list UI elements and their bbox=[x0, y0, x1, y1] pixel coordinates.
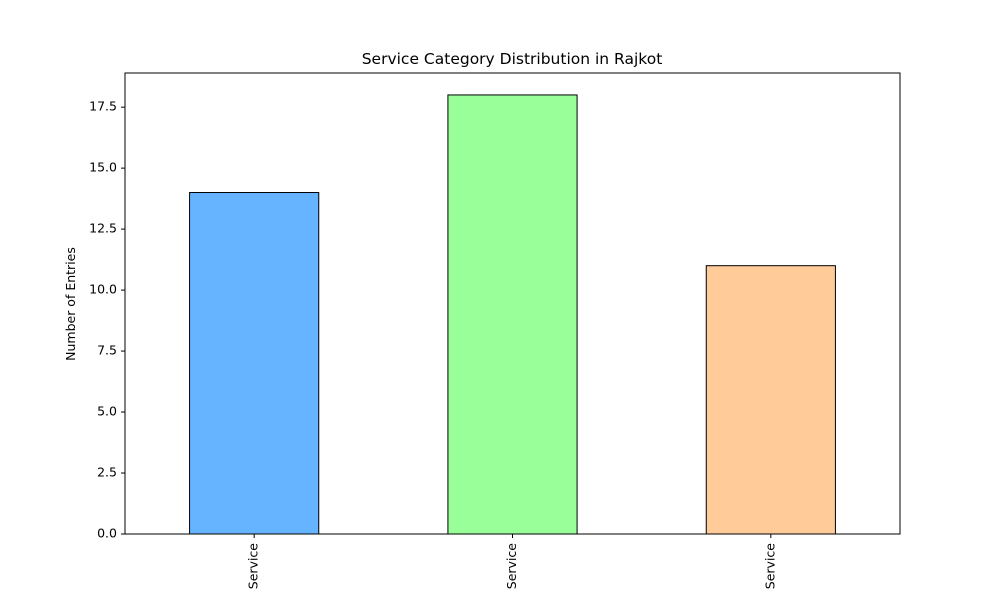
bar-3 bbox=[705, 265, 836, 535]
bar-2 bbox=[447, 94, 578, 535]
y-axis-ticks: 0.0 2.5 5.0 7.5 10.0 12.5 15.0 17.5 bbox=[89, 99, 125, 541]
chart-title: Service Category Distribution in Rajkot bbox=[362, 50, 663, 68]
x-tick-label-2: Service bbox=[504, 543, 519, 590]
y-tick-label-4: 7.5 bbox=[97, 343, 117, 358]
y-tick-label-3: 5.0 bbox=[97, 404, 117, 419]
y-axis-label: Number of Entries bbox=[63, 247, 78, 361]
bar-1 bbox=[189, 192, 320, 535]
bars-layer bbox=[189, 94, 836, 535]
x-axis-ticks: Service Service Service bbox=[246, 534, 777, 590]
plot-frame bbox=[124, 72, 901, 535]
y-tick-label-8: 17.5 bbox=[89, 99, 117, 114]
x-tick-label-1: Service bbox=[246, 543, 261, 590]
y-tick-label-6: 12.5 bbox=[89, 221, 117, 236]
y-tick-label-1: 0.0 bbox=[97, 526, 117, 541]
y-tick-label-7: 15.0 bbox=[89, 160, 117, 175]
y-tick-label-2: 2.5 bbox=[97, 465, 117, 480]
x-tick-label-3: Service bbox=[762, 543, 777, 590]
y-tick-label-5: 10.0 bbox=[89, 282, 117, 297]
